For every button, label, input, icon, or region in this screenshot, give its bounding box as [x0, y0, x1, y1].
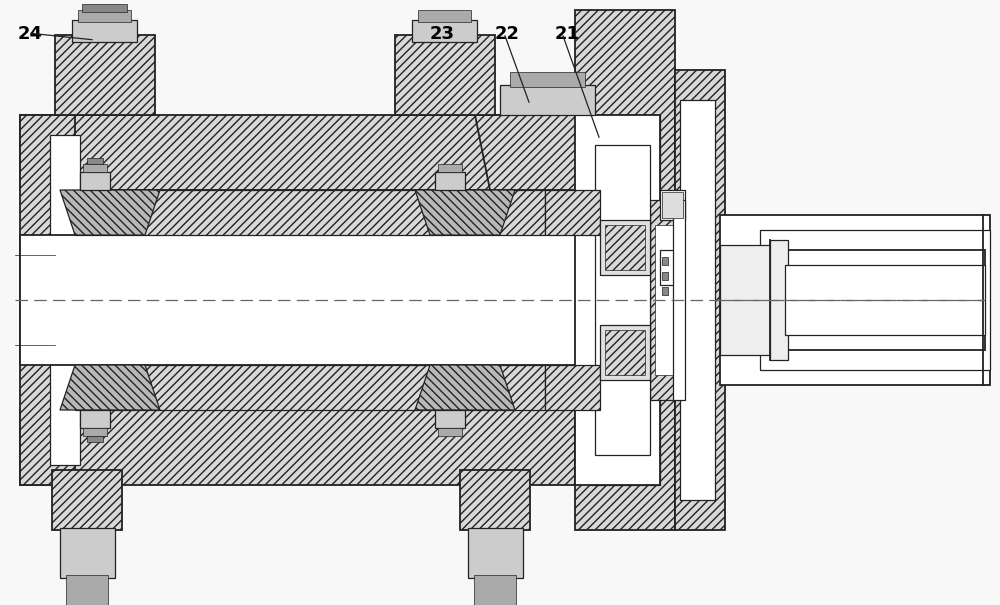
Bar: [87, 436, 103, 442]
Polygon shape: [475, 115, 590, 190]
Bar: [50, 190, 575, 410]
Bar: [474, 575, 516, 605]
Bar: [83, 428, 107, 436]
Bar: [675, 70, 725, 530]
Bar: [75, 190, 545, 235]
Bar: [590, 115, 660, 485]
Text: 24: 24: [18, 25, 43, 43]
Bar: [418, 10, 471, 22]
Bar: [545, 365, 600, 410]
Bar: [660, 190, 685, 220]
Bar: [80, 410, 110, 428]
Bar: [20, 115, 75, 485]
Bar: [20, 410, 575, 485]
Bar: [20, 115, 575, 190]
Bar: [605, 330, 645, 375]
Bar: [500, 85, 595, 115]
Text: 22: 22: [495, 25, 520, 43]
Bar: [55, 35, 155, 115]
Bar: [720, 215, 990, 385]
Bar: [460, 470, 530, 530]
Bar: [785, 250, 985, 350]
Bar: [52, 470, 122, 530]
Bar: [680, 100, 715, 500]
Bar: [600, 220, 650, 275]
Bar: [510, 72, 585, 87]
Bar: [82, 4, 127, 12]
Bar: [605, 225, 645, 270]
Bar: [78, 10, 131, 22]
Bar: [66, 575, 108, 605]
Bar: [660, 250, 678, 285]
Text: 23: 23: [430, 25, 455, 43]
Bar: [72, 20, 137, 42]
Bar: [395, 35, 495, 115]
Bar: [655, 225, 675, 375]
Bar: [80, 172, 110, 190]
Bar: [770, 240, 788, 360]
Bar: [87, 158, 103, 164]
Bar: [720, 245, 775, 355]
Bar: [575, 115, 660, 485]
Bar: [435, 410, 465, 428]
Bar: [50, 135, 80, 465]
Bar: [662, 257, 668, 265]
Polygon shape: [60, 365, 160, 410]
Polygon shape: [60, 190, 160, 235]
Bar: [83, 164, 107, 172]
Bar: [662, 272, 668, 280]
Bar: [673, 200, 685, 400]
Polygon shape: [415, 365, 515, 410]
Text: 21: 21: [555, 25, 580, 43]
Bar: [435, 172, 465, 190]
Bar: [20, 235, 590, 365]
Bar: [785, 265, 985, 335]
Bar: [438, 428, 462, 436]
Bar: [760, 230, 990, 370]
Bar: [662, 287, 668, 295]
Bar: [468, 528, 523, 578]
Bar: [545, 190, 600, 235]
Bar: [595, 145, 650, 455]
Bar: [438, 164, 462, 172]
Bar: [650, 200, 680, 400]
Bar: [60, 528, 115, 578]
Bar: [412, 20, 477, 42]
Bar: [75, 365, 545, 410]
Polygon shape: [415, 190, 515, 235]
Bar: [600, 325, 650, 380]
Bar: [662, 192, 683, 218]
Bar: [575, 10, 675, 530]
